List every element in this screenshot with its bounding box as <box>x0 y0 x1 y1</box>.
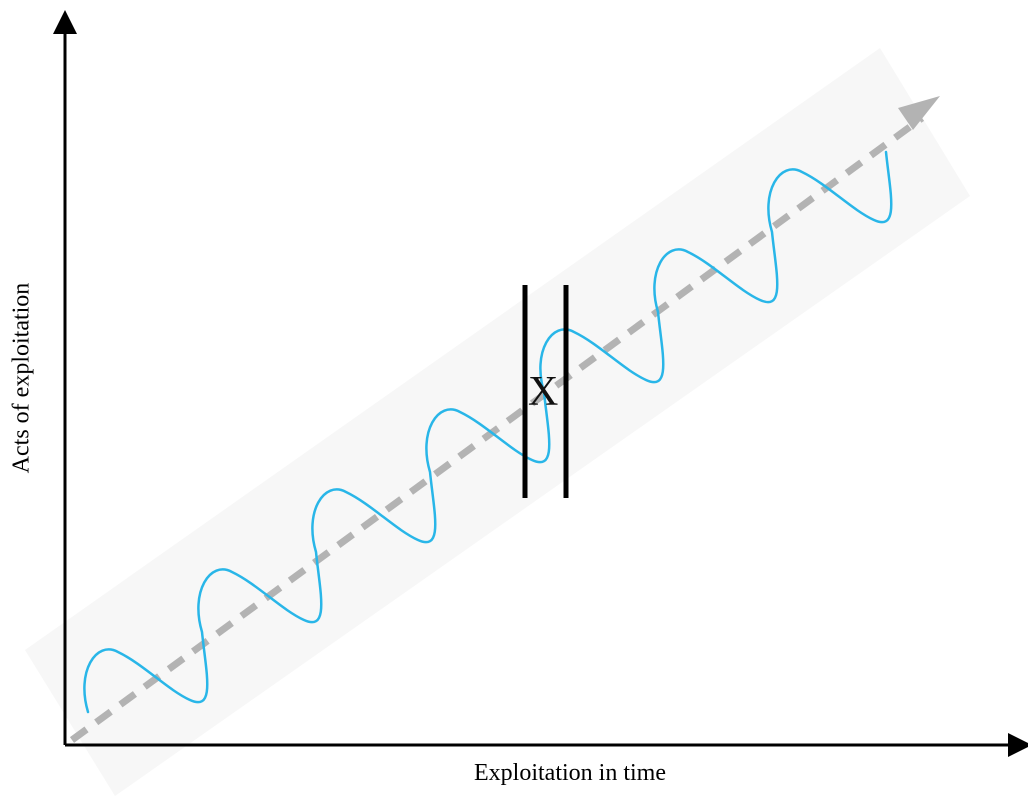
x-axis-label: Exploitation in time <box>474 760 666 786</box>
trend-arrow-line <box>69 115 925 743</box>
y-axis-label: Acts of exploitation <box>8 282 35 474</box>
oscillating-wave <box>83 150 893 714</box>
trend-band <box>25 48 970 796</box>
trend-arrow-head <box>898 96 940 130</box>
barrier-marker-label: X <box>528 369 559 415</box>
